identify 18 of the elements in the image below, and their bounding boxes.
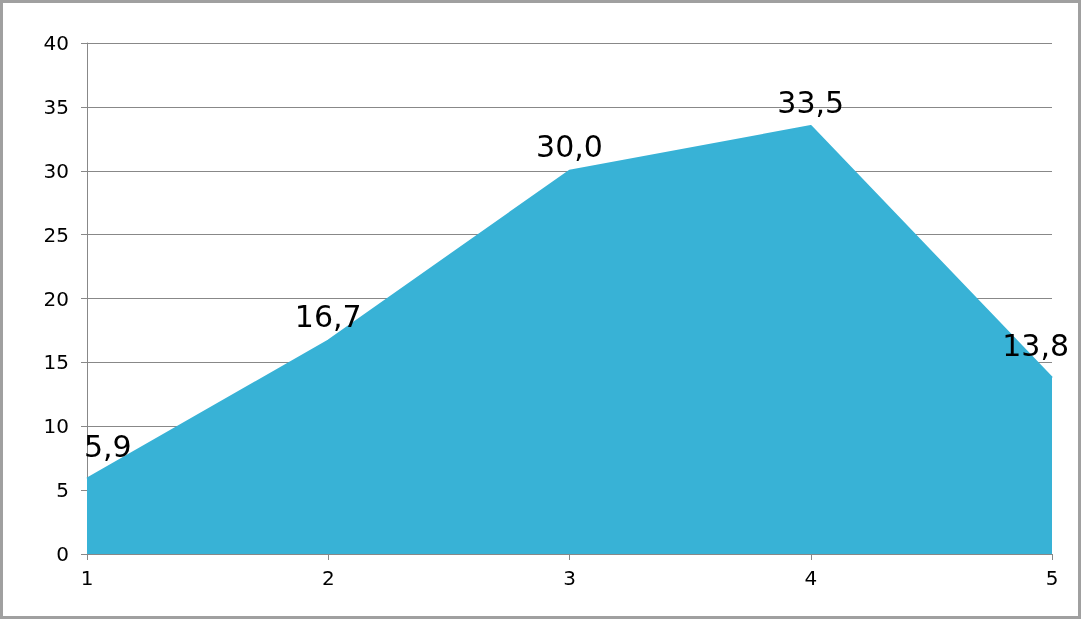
y-tick-label: 40	[43, 31, 69, 55]
x-tick-label: 1	[80, 566, 94, 590]
y-tick-label: 15	[43, 350, 69, 375]
y-tick-label: 30	[43, 158, 69, 183]
data-label: 30,0	[536, 129, 603, 165]
x-tick-label: 5	[1045, 566, 1059, 590]
x-tick-label: 3	[563, 566, 576, 590]
y-tick-label: 0	[56, 542, 69, 566]
data-label: 16,7	[294, 299, 362, 335]
y-tick-label: 5	[56, 478, 69, 503]
y-tick-label: 35	[43, 94, 69, 119]
data-label: 5,9	[84, 429, 132, 465]
y-tick-label: 10	[43, 414, 69, 439]
y-tick-label: 20	[43, 286, 69, 311]
data-label: 33,5	[777, 84, 845, 120]
y-tick-label: 25	[43, 222, 69, 247]
x-tick-label: 2	[321, 566, 335, 590]
x-tick-label: 4	[804, 566, 818, 590]
